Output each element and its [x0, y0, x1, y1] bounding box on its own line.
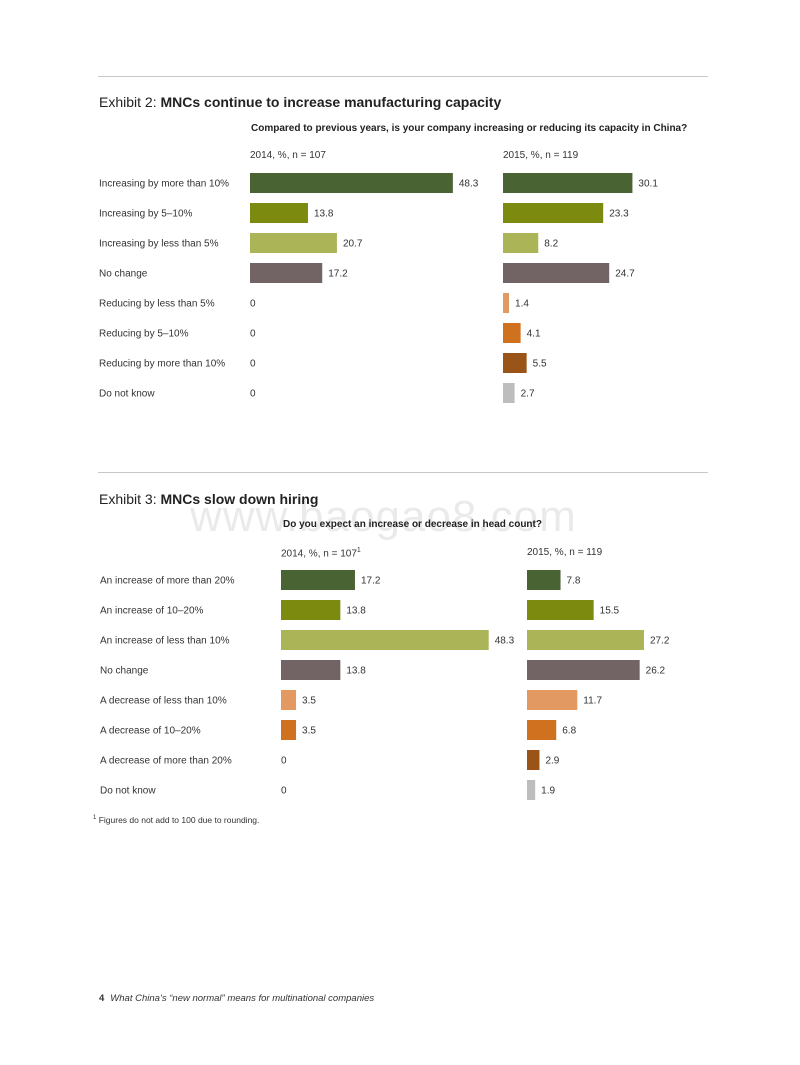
exhibit3-value-label: 13.8: [346, 666, 366, 677]
exhibit3-series-2014-footnote-mark: 1: [356, 547, 361, 554]
exhibit3-value-label: 7.8: [567, 576, 581, 587]
exhibit2-value-label: 30.1: [638, 179, 658, 190]
exhibit3-heading: MNCs slow down hiring: [160, 491, 319, 507]
exhibit3-bar-2015: [527, 600, 594, 620]
exhibit3-bar-2015: [527, 780, 536, 800]
exhibit3-bar-2015: [527, 690, 578, 710]
exhibit3-title: Exhibit 3: MNCs slow down hiring: [99, 491, 318, 507]
exhibit3-value-label: 26.2: [646, 666, 666, 677]
exhibit2-prefix: Exhibit 2:: [99, 94, 161, 110]
exhibit2-value-label: 2.7: [521, 389, 535, 400]
exhibit2-category-label: Reducing by less than 5%: [99, 299, 215, 310]
exhibit2-value-label: 0: [250, 299, 256, 310]
exhibit3-category-label: No change: [100, 666, 149, 677]
exhibit3-category-label: An increase of less than 10%: [100, 636, 230, 647]
exhibit3-category-label: A decrease of more than 20%: [100, 756, 232, 767]
exhibit2-bar-2015: [503, 383, 515, 403]
exhibit3-value-label: 48.3: [495, 636, 515, 647]
exhibit2-bar-2015: [503, 233, 539, 253]
exhibit2-value-label: 24.7: [615, 269, 635, 280]
footnote-mark: 1: [93, 815, 97, 822]
exhibit2-category-label: Reducing by 5–10%: [99, 329, 189, 340]
footnote-text: Figures do not add to 100 due to roundin…: [96, 815, 260, 825]
exhibit2-bar-2014: [250, 263, 323, 283]
exhibit3-value-label: 15.5: [600, 606, 620, 617]
exhibit3-value-label: 6.8: [562, 726, 576, 737]
exhibit2-value-label: 48.3: [459, 179, 479, 190]
exhibit2-category-label: Reducing by more than 10%: [99, 359, 225, 370]
middle-divider: [98, 472, 708, 473]
exhibit2-category-label: Increasing by 5–10%: [99, 209, 193, 220]
exhibit3-value-label: 17.2: [361, 576, 381, 587]
exhibit2-bar-2015: [503, 293, 510, 313]
exhibit2-series-2014-label: 2014, %, n = 107: [250, 150, 326, 161]
exhibit3-value-label: 2.9: [545, 756, 559, 767]
exhibit3-question: Do you expect an increase or decrease in…: [283, 519, 542, 530]
exhibit3-bar-2015: [527, 660, 640, 680]
exhibit3-value-label: 0: [281, 756, 287, 767]
exhibit3-bar-2014: [281, 630, 489, 650]
footnote: 1 Figures do not add to 100 due to round…: [93, 815, 259, 825]
exhibit3-bar-2015: [527, 570, 561, 590]
exhibit3-category-label: A decrease of 10–20%: [100, 726, 201, 737]
exhibit2-value-label: 0: [250, 359, 256, 370]
footer-title: What China’s “new normal” means for mult…: [110, 993, 375, 1004]
exhibit3-series-2014-name: 2014, %, n = 107: [281, 548, 357, 560]
exhibit2-bar-2015: [503, 323, 521, 343]
exhibit2-value-label: 5.5: [533, 359, 547, 370]
exhibit3-value-label: 11.7: [583, 696, 602, 707]
exhibit3-category-label: Do not know: [100, 786, 156, 797]
exhibit2-bar-2014: [250, 233, 337, 253]
top-divider: [98, 76, 708, 77]
exhibit3-category-label: An increase of more than 20%: [100, 576, 235, 587]
exhibit3-value-label: 27.2: [650, 636, 670, 647]
exhibit3-bar-2014: [281, 720, 297, 740]
exhibit3-value-label: 0: [281, 786, 287, 797]
exhibit2-value-label: 0: [250, 329, 256, 340]
exhibit2-bar-2014: [250, 203, 308, 223]
exhibit3-series-2014-label: 2014, %, n = 1071: [281, 547, 361, 559]
exhibit2-value-label: 1.4: [515, 299, 529, 310]
exhibit3-bar-2014: [281, 600, 341, 620]
exhibit3-bar-chart: An increase of more than 20% 17.2 7.8 An in…: [100, 570, 670, 800]
exhibit2-value-label: 8.2: [544, 239, 558, 250]
exhibit2-value-label: 23.3: [609, 209, 629, 220]
page-footer: 4 What China’s “new normal” means for mul…: [99, 993, 374, 1004]
exhibit2-value-label: 20.7: [343, 239, 363, 250]
exhibit2-title: Exhibit 2: MNCs continue to increase man…: [99, 94, 501, 110]
exhibit3-prefix: Exhibit 3:: [99, 491, 161, 507]
exhibit2-bar-2015: [503, 263, 610, 283]
exhibit3-value-label: 3.5: [302, 726, 316, 737]
exhibit2-category-label: No change: [99, 269, 148, 280]
exhibit3-bar-2014: [281, 570, 355, 590]
exhibit3-bar-2015: [527, 720, 557, 740]
exhibit2-heading: MNCs continue to increase manufacturing …: [160, 94, 502, 110]
exhibit2-bar-2015: [503, 203, 604, 223]
exhibit3-bar-2014: [281, 690, 297, 710]
exhibit2-category-label: Do not know: [99, 389, 155, 400]
exhibit3-bar-2014: [281, 660, 341, 680]
exhibit2-question: Compared to previous years, is your comp…: [251, 123, 688, 134]
exhibit3-bar-2015: [527, 750, 540, 770]
exhibit3-value-label: 3.5: [302, 696, 316, 707]
exhibit2-category-label: Increasing by less than 5%: [99, 239, 219, 250]
exhibit2-value-label: 0: [250, 389, 256, 400]
exhibit3-value-label: 13.8: [346, 606, 366, 617]
exhibit2-value-label: 13.8: [314, 209, 334, 220]
exhibit2-bar-2014: [250, 173, 453, 193]
exhibit2-value-label: 17.2: [328, 269, 348, 280]
exhibit3-bar-2015: [527, 630, 644, 650]
exhibit2-bar-2015: [503, 353, 527, 373]
exhibit2-series-2015-label: 2015, %, n = 119: [503, 150, 579, 161]
watermark: www.baogao8.com: [190, 492, 577, 541]
exhibit3-category-label: A decrease of less than 10%: [100, 696, 227, 707]
exhibit3-category-label: An increase of 10–20%: [100, 606, 204, 617]
exhibit3-value-label: 1.9: [541, 786, 555, 797]
exhibit2-bar-2015: [503, 173, 633, 193]
exhibit2-value-label: 4.1: [527, 329, 541, 340]
exhibit2-category-label: Increasing by more than 10%: [99, 179, 229, 190]
page-number: 4: [99, 993, 105, 1004]
exhibit2-bar-chart: Increasing by more than 10% 48.3 30.1 Incre…: [99, 173, 658, 403]
exhibit3-series-2015-label: 2015, %, n = 119: [527, 547, 603, 558]
